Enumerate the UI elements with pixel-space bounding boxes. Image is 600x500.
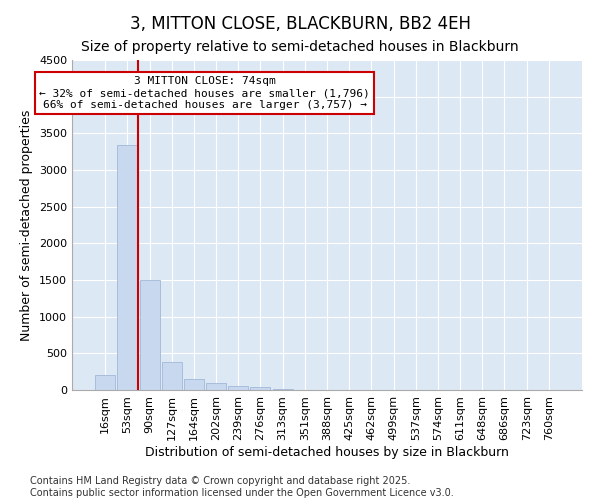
Bar [140,280,160,390]
Bar [206,384,226,390]
Bar [184,378,204,390]
Text: 3 MITTON CLOSE: 74sqm
← 32% of semi-detached houses are smaller (1,796)
66% of s: 3 MITTON CLOSE: 74sqm ← 32% of semi-deta… [39,76,370,110]
Bar [95,376,115,390]
Bar [162,362,182,390]
Bar [118,145,137,390]
Text: Size of property relative to semi-detached houses in Blackburn: Size of property relative to semi-detach… [81,40,519,54]
Text: Contains HM Land Registry data © Crown copyright and database right 2025.
Contai: Contains HM Land Registry data © Crown c… [30,476,454,498]
X-axis label: Distribution of semi-detached houses by size in Blackburn: Distribution of semi-detached houses by … [145,446,509,458]
Y-axis label: Number of semi-detached properties: Number of semi-detached properties [20,110,34,340]
Bar [228,386,248,390]
Text: 3, MITTON CLOSE, BLACKBURN, BB2 4EH: 3, MITTON CLOSE, BLACKBURN, BB2 4EH [130,15,470,33]
Bar [272,389,293,390]
Bar [250,387,271,390]
